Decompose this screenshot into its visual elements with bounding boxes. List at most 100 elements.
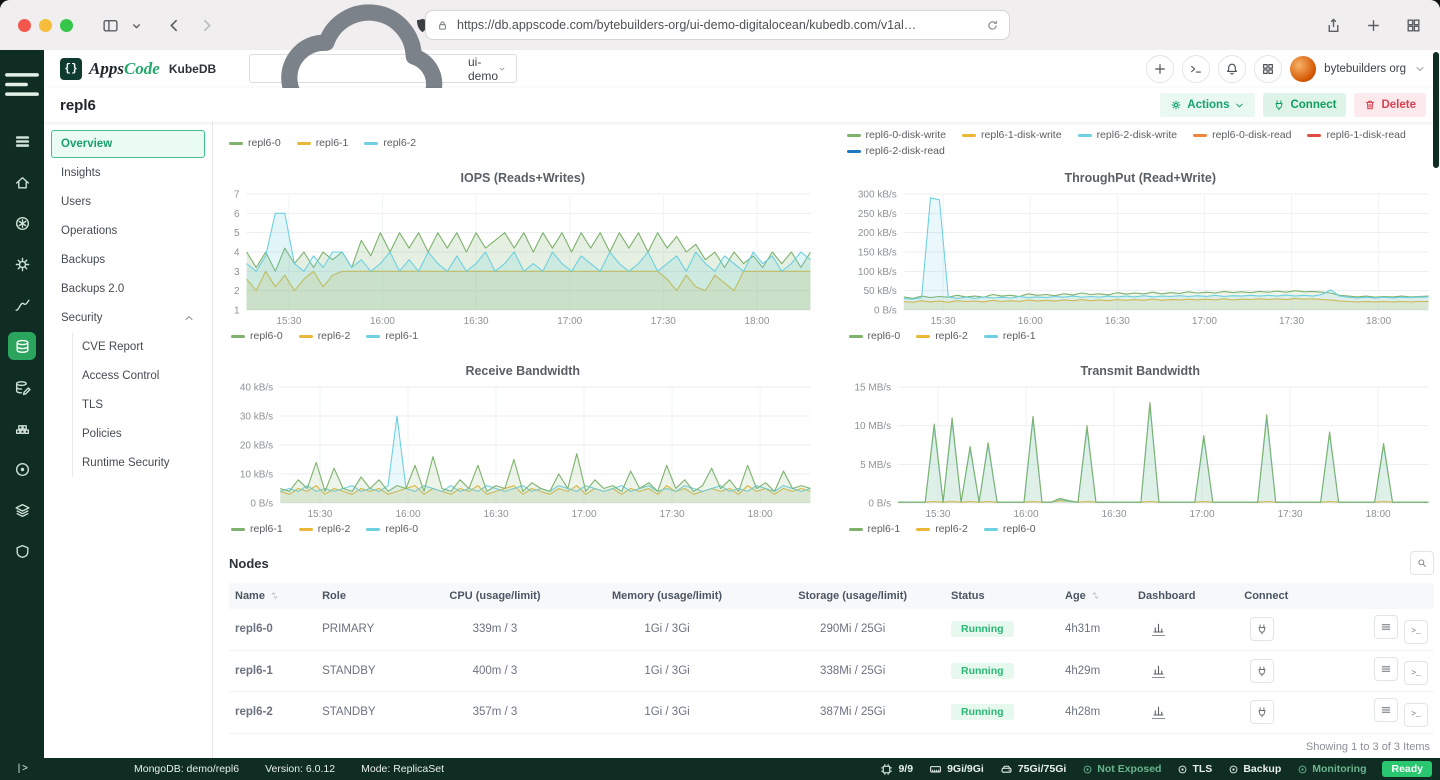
actions-button[interactable]: Actions — [1160, 93, 1255, 117]
database-icon[interactable] — [8, 332, 36, 360]
dashboard-link[interactable] — [1152, 663, 1165, 678]
svg-text:17:00: 17:00 — [557, 316, 582, 327]
legend-item-repl6-2-disk-write[interactable]: repl6-2-disk-write — [1078, 129, 1178, 141]
helm-icon[interactable] — [8, 250, 36, 278]
terminal-button[interactable] — [1182, 55, 1210, 83]
legend-item-repl6-2[interactable]: repl6-2 — [299, 523, 351, 535]
sidebar-item-tls[interactable]: TLS — [73, 391, 212, 419]
svg-text:7: 7 — [234, 190, 240, 201]
sidebar-item-access-control[interactable]: Access Control — [73, 362, 212, 390]
column-header-age[interactable]: Age — [1059, 583, 1132, 609]
back-button[interactable] — [161, 12, 187, 38]
legend-item-repl6-1-disk-read[interactable]: repl6-1-disk-read — [1307, 129, 1405, 141]
minimize-window-button[interactable] — [39, 19, 52, 32]
menu-icon[interactable] — [0, 60, 44, 109]
legend-item-repl6-2[interactable]: repl6-2 — [916, 523, 968, 535]
sidebar-item-runtime-security[interactable]: Runtime Security — [73, 449, 212, 477]
connect-button[interactable]: Connect — [1263, 93, 1346, 117]
column-header-name[interactable]: Name — [229, 583, 316, 609]
target-icon[interactable] — [8, 455, 36, 483]
sort-icon[interactable] — [1090, 590, 1101, 601]
logs-button[interactable] — [1374, 657, 1398, 681]
bell-icon — [1225, 62, 1239, 76]
node-name-link[interactable]: repl6-2 — [229, 692, 316, 734]
legend-item-repl6-0[interactable]: repl6-0 — [231, 330, 283, 342]
node-name-link[interactable]: repl6-0 — [229, 609, 316, 650]
page-scrollbar[interactable] — [1433, 52, 1439, 168]
sidebar-item-insights[interactable]: Insights — [51, 159, 205, 187]
apps-button[interactable] — [1254, 55, 1282, 83]
legend-item-repl6-2[interactable]: repl6-2 — [916, 330, 968, 342]
refresh-icon[interactable] — [986, 19, 999, 32]
sidebar-item-cve-report[interactable]: CVE Report — [73, 333, 212, 361]
close-window-button[interactable] — [18, 19, 31, 32]
containers-icon[interactable] — [8, 414, 36, 442]
connect-node-button[interactable] — [1250, 617, 1274, 641]
expand-sidebar-button[interactable]: |> — [0, 764, 44, 775]
legend-item-repl6-0[interactable]: repl6-0 — [984, 523, 1036, 535]
plus-button[interactable] — [1146, 55, 1174, 83]
zoom-window-button[interactable] — [60, 19, 73, 32]
kubernetes-icon[interactable] — [8, 209, 36, 237]
sidebar-toggle-icon[interactable] — [97, 12, 123, 38]
sidebar-item-backups-2-0[interactable]: Backups 2.0 — [51, 275, 205, 303]
layers-icon[interactable] — [8, 496, 36, 524]
logs-button[interactable] — [1374, 698, 1398, 722]
legend-item-repl6-0-disk-write[interactable]: repl6-0-disk-write — [847, 129, 947, 141]
avatar[interactable] — [1290, 56, 1316, 82]
database-edit-icon[interactable] — [8, 373, 36, 401]
legend-item-repl6-0[interactable]: repl6-0 — [229, 137, 281, 149]
sidebar-item-users[interactable]: Users — [51, 188, 205, 216]
sort-icon[interactable] — [269, 590, 280, 601]
legend-item-repl6-0-disk-read[interactable]: repl6-0-disk-read — [1193, 129, 1291, 141]
legend-item-repl6-1[interactable]: repl6-1 — [849, 523, 901, 535]
search-button[interactable] — [1410, 551, 1434, 575]
security-icon[interactable] — [8, 537, 36, 565]
throughput-chart: 300 kB/s250 kB/s200 kB/s150 kB/s100 kB/s… — [847, 189, 1435, 327]
metrics-icon[interactable] — [8, 291, 36, 319]
connect-node-button[interactable] — [1250, 659, 1274, 683]
legend-item-repl6-1-disk-write[interactable]: repl6-1-disk-write — [962, 129, 1062, 141]
sidebar-item-operations[interactable]: Operations — [51, 217, 205, 245]
cluster-select[interactable]: ui-demo — [249, 54, 517, 83]
catalog-icon[interactable] — [8, 127, 36, 155]
chevron-down-icon[interactable] — [1414, 63, 1426, 75]
node-storage: 290Mi / 25Gi — [760, 609, 945, 650]
legend-item-repl6-1[interactable]: repl6-1 — [984, 330, 1036, 342]
node-name-link[interactable]: repl6-1 — [229, 650, 316, 692]
legend-item-repl6-2[interactable]: repl6-2 — [364, 137, 416, 149]
terminal-button[interactable]: >_ — [1404, 620, 1428, 644]
sidebar-item-security[interactable]: Security — [51, 304, 205, 332]
home-icon[interactable] — [8, 168, 36, 196]
account-name[interactable]: bytebuilders org — [1324, 63, 1406, 75]
dashboard-link[interactable] — [1152, 704, 1165, 719]
legend-item-repl6-1[interactable]: repl6-1 — [231, 523, 283, 535]
sidebar-item-overview[interactable]: Overview — [51, 130, 205, 158]
logs-button[interactable] — [1374, 615, 1398, 639]
chart-title: IOPS (Reads+Writes) — [229, 171, 817, 185]
legend-item-repl6-2-disk-read[interactable]: repl6-2-disk-read — [847, 145, 945, 157]
legend-item-repl6-0[interactable]: repl6-0 — [849, 330, 901, 342]
share-icon[interactable] — [1320, 12, 1346, 38]
appscode-logo[interactable]: {} AppsCode KubeDB — [60, 58, 216, 80]
sidebar-item-backups[interactable]: Backups — [51, 246, 205, 274]
svg-text:20 kB/s: 20 kB/s — [240, 441, 273, 452]
legend-item-repl6-2[interactable]: repl6-2 — [299, 330, 351, 342]
tab-overview-icon[interactable] — [1400, 12, 1426, 38]
delete-button[interactable]: Delete — [1354, 93, 1426, 117]
legend-item-repl6-0[interactable]: repl6-0 — [366, 523, 418, 535]
terminal-button[interactable]: >_ — [1404, 661, 1428, 685]
sidebar-item-policies[interactable]: Policies — [73, 420, 212, 448]
window-controls[interactable] — [18, 19, 73, 32]
bell-button[interactable] — [1218, 55, 1246, 83]
legend-item-repl6-1[interactable]: repl6-1 — [366, 330, 418, 342]
address-bar[interactable]: https://db.appscode.com/bytebuilders-org… — [425, 10, 1010, 40]
new-tab-icon[interactable] — [1360, 12, 1386, 38]
terminal-button[interactable]: >_ — [1404, 703, 1428, 727]
forward-button[interactable] — [193, 12, 219, 38]
url-text: https://db.appscode.com/bytebuilders-org… — [457, 18, 978, 32]
connect-node-button[interactable] — [1250, 700, 1274, 724]
legend-item-repl6-1[interactable]: repl6-1 — [297, 137, 349, 149]
chevron-down-icon[interactable] — [123, 12, 149, 38]
dashboard-link[interactable] — [1152, 621, 1165, 636]
